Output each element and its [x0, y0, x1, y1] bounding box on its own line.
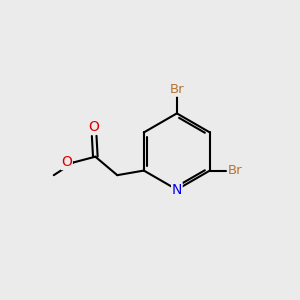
- Text: O: O: [61, 155, 72, 170]
- Text: Br: Br: [169, 83, 184, 96]
- Text: Br: Br: [228, 164, 242, 177]
- Text: N: N: [172, 183, 182, 196]
- Text: O: O: [89, 120, 100, 134]
